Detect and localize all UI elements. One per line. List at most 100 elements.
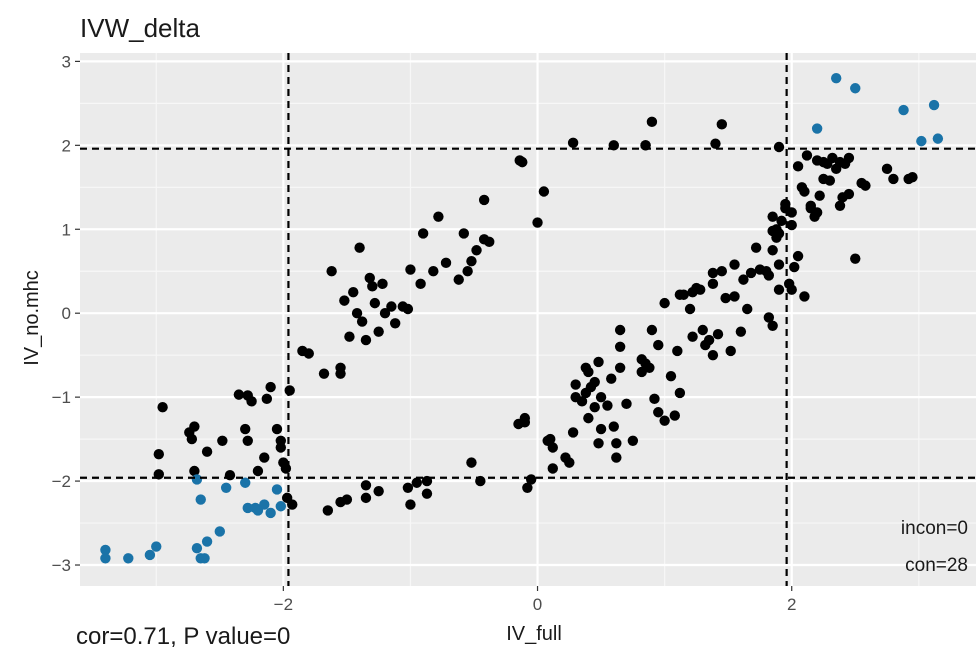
data-point xyxy=(860,180,871,191)
data-point xyxy=(217,435,228,446)
data-point xyxy=(525,474,537,485)
data-point xyxy=(786,219,797,231)
data-point xyxy=(786,207,797,218)
data-point xyxy=(608,421,619,432)
data-point xyxy=(415,278,426,290)
data-point xyxy=(322,505,334,516)
data-point xyxy=(593,438,604,449)
data-point xyxy=(514,155,525,166)
data-point xyxy=(606,373,617,384)
data-point xyxy=(242,435,253,446)
data-point xyxy=(354,242,365,253)
data-point xyxy=(191,543,203,554)
data-point xyxy=(659,415,670,426)
data-point xyxy=(811,155,823,166)
data-point xyxy=(284,385,295,396)
data-point xyxy=(484,236,495,248)
data-point xyxy=(220,482,232,493)
data-point xyxy=(611,452,622,463)
y-tick-label: −1 xyxy=(52,388,71,407)
data-point xyxy=(402,482,414,493)
data-point xyxy=(595,391,607,403)
data-point xyxy=(644,362,655,373)
data-point xyxy=(421,488,433,499)
data-point xyxy=(471,245,482,256)
data-point xyxy=(786,284,797,295)
data-point xyxy=(373,326,384,337)
data-point xyxy=(303,348,314,359)
data-point xyxy=(792,161,804,172)
data-point xyxy=(201,446,213,457)
data-point xyxy=(602,400,613,411)
y-tick-label: 2 xyxy=(62,136,71,155)
data-point xyxy=(275,501,287,512)
data-point xyxy=(583,412,594,424)
data-point xyxy=(233,389,245,400)
data-point xyxy=(344,331,355,342)
data-point xyxy=(100,553,111,564)
data-point xyxy=(814,190,825,201)
data-point xyxy=(462,266,473,277)
data-point xyxy=(850,253,861,264)
data-point xyxy=(583,366,594,378)
data-point xyxy=(881,163,893,175)
data-point xyxy=(428,266,439,277)
data-point xyxy=(189,465,200,477)
data-point xyxy=(567,137,579,149)
data-point xyxy=(843,188,855,200)
data-point xyxy=(703,334,715,346)
data-point xyxy=(649,393,660,405)
data-point xyxy=(224,470,236,481)
data-point xyxy=(646,324,658,336)
y-tick-label: 1 xyxy=(62,220,71,239)
data-point xyxy=(767,245,778,256)
data-point xyxy=(242,502,253,514)
data-point xyxy=(672,345,683,357)
data-point xyxy=(191,474,203,485)
data-point xyxy=(697,324,708,336)
data-point xyxy=(466,255,477,267)
data-point xyxy=(646,116,658,128)
data-point xyxy=(818,173,829,185)
data-point xyxy=(792,250,804,262)
data-point xyxy=(433,211,444,222)
reference-lines xyxy=(80,53,976,586)
data-point xyxy=(240,477,251,488)
data-point xyxy=(674,387,686,399)
data-point xyxy=(843,152,855,164)
x-axis-ticks: −2 0 2 xyxy=(274,586,796,614)
data-point xyxy=(898,104,909,116)
data-point xyxy=(669,410,680,421)
data-point xyxy=(195,494,206,505)
chart-title: IVW_delta xyxy=(80,13,200,43)
data-point xyxy=(773,284,785,295)
data-point xyxy=(440,257,452,269)
data-point xyxy=(326,266,337,277)
data-point xyxy=(377,278,388,290)
data-point xyxy=(745,267,757,279)
data-point xyxy=(805,200,816,211)
data-point xyxy=(199,553,210,564)
x-tick-label: −2 xyxy=(274,595,293,614)
data-point xyxy=(593,356,604,368)
annotation-incon: incon=0 xyxy=(901,518,968,539)
data-point xyxy=(411,477,422,488)
data-point xyxy=(453,274,464,285)
data-point xyxy=(932,133,944,144)
data-point xyxy=(265,507,276,519)
data-point xyxy=(356,316,368,327)
data-point xyxy=(478,194,490,206)
data-point xyxy=(265,381,276,393)
data-point xyxy=(545,433,556,445)
data-point xyxy=(827,152,838,164)
data-point xyxy=(811,207,823,218)
data-point xyxy=(767,225,778,237)
data-point xyxy=(710,138,721,149)
data-point xyxy=(259,499,270,510)
data-point xyxy=(735,326,747,337)
y-axis-label: IV_no.mhc xyxy=(21,270,43,366)
data-point xyxy=(369,297,381,309)
data-point xyxy=(830,72,842,84)
data-point xyxy=(621,398,632,410)
